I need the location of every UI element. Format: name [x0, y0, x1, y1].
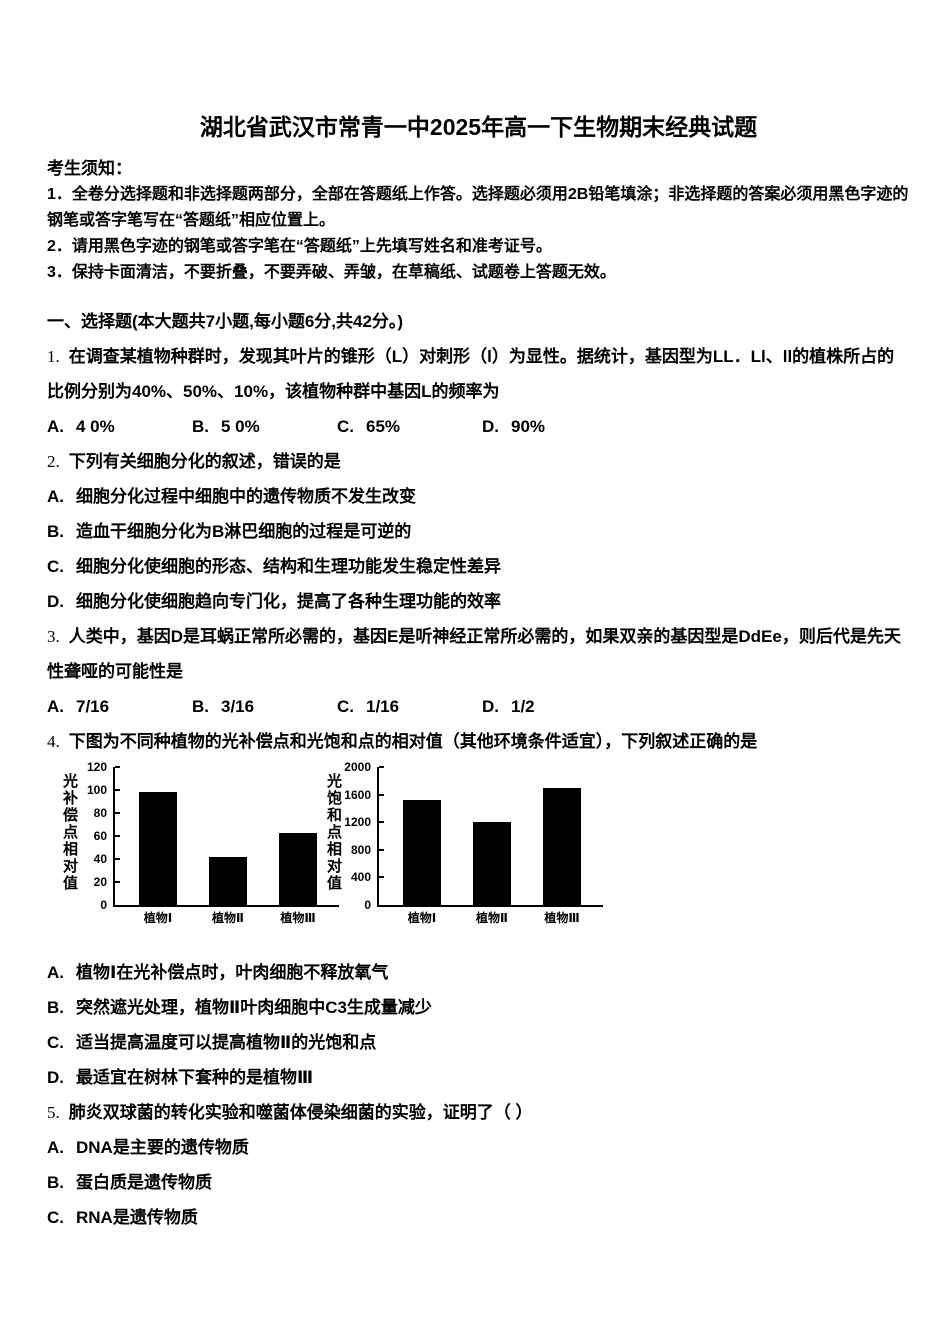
y-tick-mark: [379, 848, 384, 851]
question-3-text: 3. 人类中，基因D是耳蜗正常所必需的，基因E是听神经正常所必需的，如果双亲的基因…: [47, 627, 901, 681]
question-5-text: 5. 肺炎双球菌的转化实验和噬菌体侵染细菌的实验，证明了（ ）: [47, 1103, 533, 1122]
y-tick-label: 0: [100, 898, 107, 912]
y-tick-mark: [379, 876, 384, 879]
y-axis-title-char: 和: [326, 807, 342, 824]
y-axis-tick-labels: 0 400 800 1200 1600 2000: [339, 759, 373, 955]
light-saturation-bar-chart: 光饱和点相对值 0 400 800 1200 1600 2000 植物Ⅰ 植物Ⅱ 植物Ⅲ: [319, 759, 609, 955]
question-1-text: 1. 在调查某植物种群时，发现其叶片的锥形（L）对刺形（l）为显性。据统计，基因型…: [47, 347, 895, 401]
y-axis-title-char: 相: [326, 841, 342, 858]
bar-植物Ⅰ: [403, 800, 441, 905]
plot-area: 植物Ⅰ 植物Ⅱ 植物Ⅲ: [113, 766, 339, 925]
page-title: 湖北省武汉市常青一中2025年高一下生物期末经典试题: [199, 114, 758, 140]
y-axis-title-char: 点: [62, 824, 78, 841]
y-tick-label: 800: [350, 842, 371, 857]
y-tick-label: 400: [350, 870, 371, 885]
option-3a: A. 7/16: [47, 697, 110, 716]
option-1a: A. 4 0%: [47, 417, 115, 436]
x-tick-label: 植物Ⅱ: [476, 911, 508, 925]
notice-heading: 考生须知：: [47, 159, 132, 178]
question-4-figure: 光补偿点相对值 0 20 40 60 80 100 120 植物Ⅰ 植物Ⅱ 植物Ⅲ 光饱和点相对…: [47, 759, 910, 955]
y-tick-mark: [115, 789, 120, 791]
option-5b: B. 蛋白质是遗传物质: [47, 1173, 212, 1192]
y-axis-title-char: 点: [326, 824, 342, 841]
y-axis-title-char: 补: [62, 790, 78, 807]
question-1-options: A. 4 0% B. 5 0% C. 65% D. 90%: [47, 409, 910, 444]
x-tick-label: 植物Ⅲ: [544, 911, 580, 925]
y-tick-mark: [115, 812, 120, 814]
y-axis-title-char: 饱: [326, 790, 342, 807]
notice-item-1: 1．全卷分选择题和非选择题两部分，全部在答题纸上作答。选择题必须用2B铅笔填涂；…: [47, 186, 909, 229]
y-axis-title-char: 光: [326, 773, 342, 790]
y-axis-title-char: 相: [62, 841, 78, 858]
y-axis-title-char: 偿: [62, 807, 78, 824]
y-axis-title-char: 值: [326, 875, 342, 892]
y-axis-title: 光补偿点相对值: [61, 773, 80, 892]
option-3c: C. 1/16: [337, 697, 400, 716]
question-4-text: 4. 下图为不同种植物的光补偿点和光饱和点的相对值（其他环境条件适宜），下列叙述正…: [47, 732, 758, 751]
bar-植物Ⅰ: [139, 792, 177, 905]
y-axis-title-char: 值: [62, 875, 78, 892]
question-5-number: 5.: [47, 1103, 60, 1122]
y-tick-label: 120: [86, 760, 107, 774]
option-1c: C. 65%: [337, 417, 401, 436]
notice-item-3: 3．保持卡面清洁，不要折叠，不要弄破、弄皱，在草稿纸、试题卷上答题无效。: [47, 264, 616, 281]
y-axis-title-char: 对: [62, 858, 78, 875]
option-3d: D. 1/2: [482, 697, 535, 716]
y-tick-mark: [379, 793, 384, 796]
question-2-number: 2.: [47, 452, 60, 471]
option-4c: C. 适当提高温度可以提高植物Ⅱ的光饱和点: [47, 1033, 377, 1052]
notice-item-2: 2．请用黑色字迹的钢笔或答字笔在“答题纸”上先填写姓名和准考证号。: [47, 238, 552, 255]
question-3-number: 3.: [47, 627, 60, 646]
x-tick-label: 植物Ⅲ: [280, 911, 316, 925]
y-tick-label: 100: [86, 783, 107, 797]
option-2a: A. 细胞分化过程中细胞中的遗传物质不发生改变: [47, 487, 416, 506]
y-tick-label: 20: [93, 875, 107, 889]
bar-植物Ⅲ: [543, 787, 581, 905]
bar-植物Ⅱ: [209, 856, 247, 905]
x-tick-label: 植物Ⅰ: [143, 911, 173, 925]
light-compensation-bar-chart: 光补偿点相对值 0 20 40 60 80 100 120 植物Ⅰ 植物Ⅱ 植物Ⅲ: [55, 759, 345, 955]
section-heading-multiple-choice: 一、选择题(本大题共7小题,每小题6分,共42分。): [47, 312, 404, 331]
option-3b: B. 3/16: [192, 697, 255, 716]
y-tick-mark: [115, 766, 120, 768]
question-1-number: 1.: [47, 347, 60, 366]
y-tick-mark: [379, 766, 384, 768]
plot-area: 植物Ⅰ 植物Ⅱ 植物Ⅲ: [377, 766, 603, 925]
y-tick-mark: [379, 821, 384, 824]
y-tick-label: 60: [93, 829, 107, 843]
question-4-number: 4.: [47, 732, 60, 751]
y-axis-title-char: 对: [326, 858, 342, 875]
option-5c: C. RNA是遗传物质: [47, 1208, 198, 1227]
option-4a: A. 植物Ⅰ在光补偿点时，叶肉细胞不释放氧气: [47, 963, 389, 982]
y-tick-mark: [115, 835, 120, 837]
y-tick-mark: [115, 881, 120, 883]
y-tick-label: 1200: [344, 815, 371, 830]
y-tick-label: 40: [93, 852, 107, 866]
option-1d: D. 90%: [482, 417, 546, 436]
y-axis-tick-labels: 0 20 40 60 80 100 120: [75, 759, 109, 955]
bar-植物Ⅱ: [473, 821, 511, 905]
x-tick-label: 植物Ⅱ: [212, 911, 244, 925]
question-3-options: A. 7/16 B. 3/16 C. 1/16 D. 1/2: [47, 689, 910, 724]
y-tick-label: 2000: [344, 760, 371, 774]
bar-植物Ⅲ: [279, 832, 317, 905]
x-tick-label: 植物Ⅰ: [407, 911, 437, 925]
option-4b: B. 突然遮光处理，植物Ⅱ叶肉细胞中C3生成量减少: [47, 998, 432, 1017]
y-tick-label: 1600: [344, 787, 371, 802]
y-tick-label: 0: [364, 898, 371, 912]
option-2b: B. 造血干细胞分化为B淋巴细胞的过程是可逆的: [47, 522, 412, 541]
option-4d: D. 最适宜在树林下套种的是植物Ⅲ: [47, 1068, 314, 1087]
option-2d: D. 细胞分化使细胞趋向专门化，提高了各种生理功能的效率: [47, 592, 501, 611]
y-tick-mark: [115, 858, 120, 860]
option-1b: B. 5 0%: [192, 417, 260, 436]
option-2c: C. 细胞分化使细胞的形态、结构和生理功能发生稳定性差异: [47, 557, 501, 576]
y-axis-title-char: 光: [62, 773, 78, 790]
y-tick-label: 80: [93, 806, 107, 820]
y-axis-title: 光饱和点相对值: [325, 773, 344, 892]
question-2-text: 2. 下列有关细胞分化的叙述，错误的是: [47, 452, 341, 471]
option-5a: A. DNA是主要的遗传物质: [47, 1138, 249, 1157]
